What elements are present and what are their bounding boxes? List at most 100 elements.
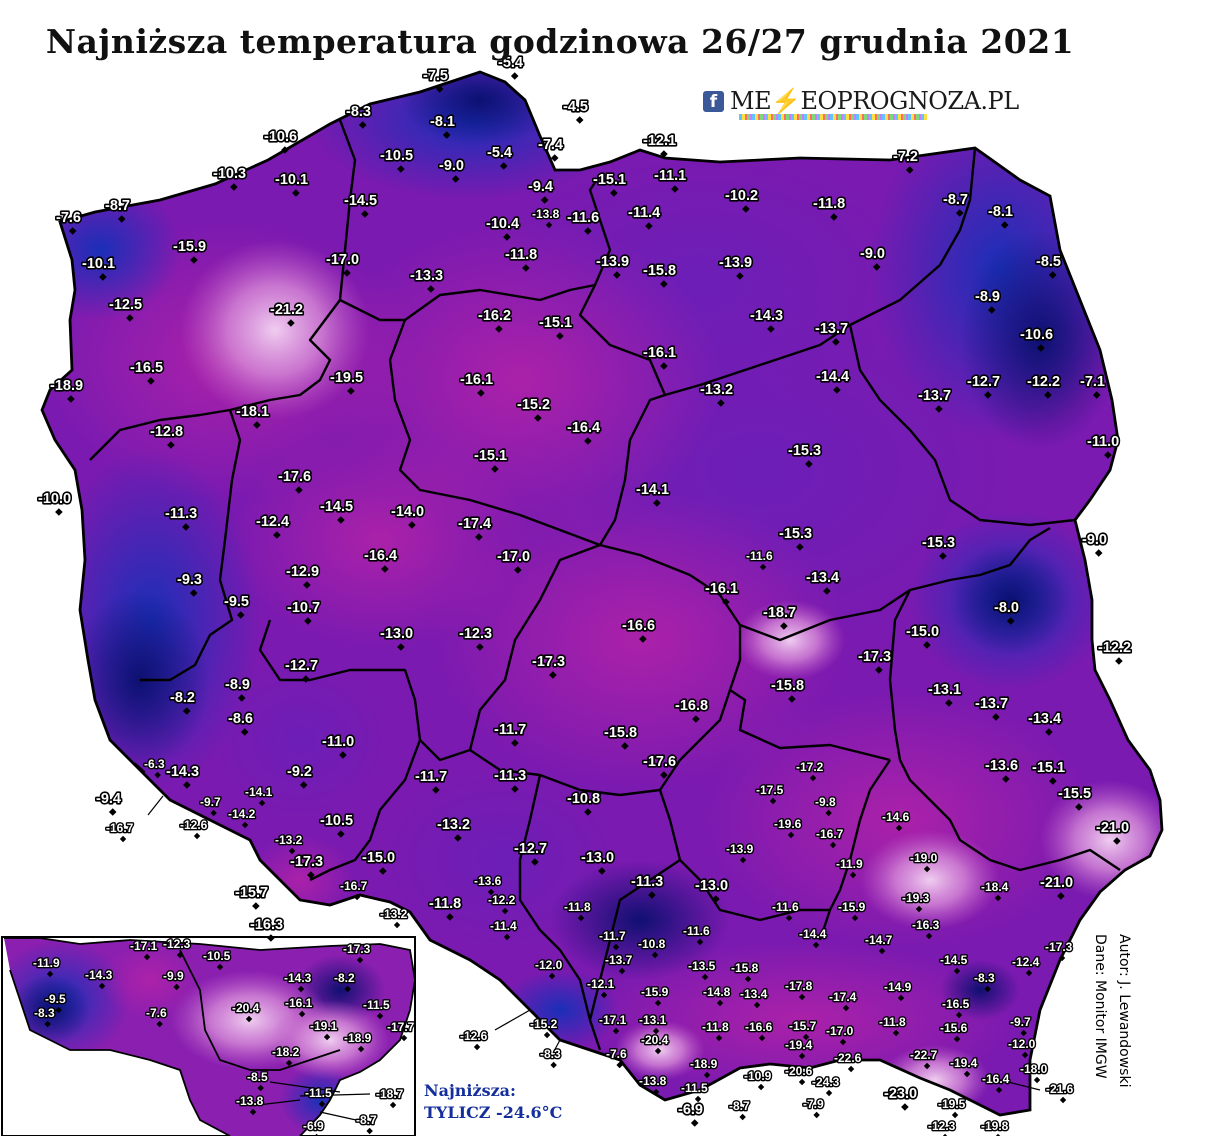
station-marker — [389, 1101, 397, 1109]
station-marker — [897, 994, 905, 1002]
station: -9.3 — [175, 570, 204, 597]
station-marker — [1115, 657, 1123, 665]
station-marker — [923, 1062, 931, 1070]
station-temperature-label: -11.7 — [599, 929, 626, 943]
station-temperature-label: -8.3 — [974, 971, 995, 985]
station: -24.3 — [811, 1074, 841, 1097]
country-fill — [42, 72, 1162, 1115]
station: -13.7 — [813, 319, 850, 346]
station-marker — [653, 499, 661, 507]
facebook-icon[interactable]: f — [703, 90, 724, 112]
station-marker — [510, 72, 519, 80]
station: -18.4 — [980, 879, 1010, 902]
station: -7.5 — [421, 66, 450, 93]
station-temperature-label: -21.0 — [1096, 820, 1129, 836]
station-temperature-label: -16.5 — [942, 997, 970, 1011]
station: -11.7 — [492, 720, 528, 747]
station-temperature-label: -10.9 — [744, 1069, 772, 1083]
station-marker — [895, 824, 903, 832]
station-marker — [984, 391, 992, 399]
station: -7.2 — [891, 147, 920, 174]
station-temperature-label: -14.6 — [882, 810, 910, 824]
station-temperature-label: -13.2 — [380, 907, 408, 921]
station-marker — [847, 1065, 855, 1073]
station-marker — [252, 902, 260, 910]
station-temperature-label: -8.3 — [540, 1047, 561, 1061]
station-temperature-label: -16.8 — [675, 698, 708, 714]
station-marker — [288, 847, 296, 855]
station-temperature-label: -17.0 — [826, 1024, 854, 1038]
station-temperature-label: -12.8 — [150, 424, 183, 440]
station-temperature-label: -8.3 — [34, 1006, 55, 1020]
station: -9.0 — [858, 244, 887, 271]
station-temperature-label: -8.0 — [994, 600, 1019, 616]
station: -16.7 — [105, 820, 135, 843]
station-temperature-label: -10.4 — [486, 216, 519, 232]
station-temperature-label: -11.7 — [494, 722, 526, 738]
station-marker — [715, 1034, 723, 1042]
station: -18.1 — [234, 402, 271, 429]
station: -13.8 — [531, 206, 561, 229]
station: -11.8 — [701, 1019, 730, 1042]
station-temperature-label: -9.4 — [528, 179, 553, 195]
station-marker — [951, 1111, 959, 1119]
station: -10.7 — [285, 598, 322, 625]
station: -8.7 — [728, 1098, 751, 1121]
station: -16.8 — [673, 696, 710, 723]
station: -10.2 — [723, 186, 760, 213]
station: -8.5 — [1034, 252, 1063, 279]
station: -15.7 — [233, 883, 270, 910]
station: -13.2 — [435, 815, 472, 842]
station-temperature-label: -9.5 — [45, 992, 66, 1006]
station-marker — [830, 213, 838, 221]
station: -12.9 — [284, 562, 321, 589]
station-temperature-label: -8.7 — [105, 198, 130, 214]
station-marker — [357, 1045, 365, 1053]
station-temperature-label: -15.1 — [1032, 760, 1065, 776]
station-marker — [249, 1108, 257, 1116]
station-temperature-label: -10.7 — [287, 600, 320, 616]
station: -15.1 — [1030, 758, 1067, 785]
station-temperature-label: -13.9 — [719, 255, 752, 271]
station-marker — [353, 893, 361, 901]
station-temperature-label: -14.1 — [245, 785, 273, 799]
station: -21.0 — [1038, 873, 1075, 900]
station-marker — [1059, 1096, 1067, 1104]
station-marker — [660, 771, 668, 779]
station-marker — [758, 1034, 766, 1042]
station-temperature-label: -15.9 — [641, 985, 669, 999]
meteoprognoza-logo[interactable]: ME⚡EOPROGNOZA.PL — [730, 87, 1019, 115]
station-temperature-label: -16.7 — [816, 827, 844, 841]
station-marker — [923, 865, 931, 873]
station: -11.8 — [811, 194, 847, 221]
station: -8.3 — [973, 970, 996, 993]
station-marker — [992, 713, 1000, 721]
station-temperature-label: -10.1 — [82, 256, 115, 272]
station: -16.7 — [339, 878, 369, 901]
station-temperature-label: -9.8 — [815, 795, 836, 809]
station-marker — [339, 751, 347, 759]
brand-logo[interactable]: f ME⚡EOPROGNOZA.PL — [703, 86, 1019, 120]
station: -20.6 — [784, 1063, 814, 1086]
station: -15.3 — [786, 441, 823, 468]
station-temperature-label: -14.3 — [750, 308, 783, 324]
station-marker — [1006, 617, 1015, 625]
station-temperature-label: -13.4 — [806, 570, 839, 586]
station-temperature-label: -17.3 — [858, 649, 891, 665]
station-marker — [549, 671, 557, 679]
station-marker — [273, 531, 281, 539]
station-marker — [446, 913, 454, 921]
station-marker — [839, 1038, 847, 1046]
station: -10.8 — [565, 789, 602, 816]
station: -5.4 — [485, 143, 514, 170]
station: -12.0 — [1007, 1036, 1037, 1059]
credits: Autor: J. Lewandowski Dane: Monitor IMGW — [1078, 934, 1148, 1124]
station-temperature-label: -9.9 — [163, 969, 184, 983]
station: -11.4 — [626, 203, 662, 230]
station-temperature-label: -14.2 — [228, 807, 256, 821]
station-temperature-label: -16.1 — [285, 996, 313, 1010]
station: -15.6 — [939, 1020, 969, 1043]
station-temperature-label: -13.7 — [975, 696, 1008, 712]
station-marker — [722, 598, 730, 606]
station-marker — [660, 362, 668, 370]
